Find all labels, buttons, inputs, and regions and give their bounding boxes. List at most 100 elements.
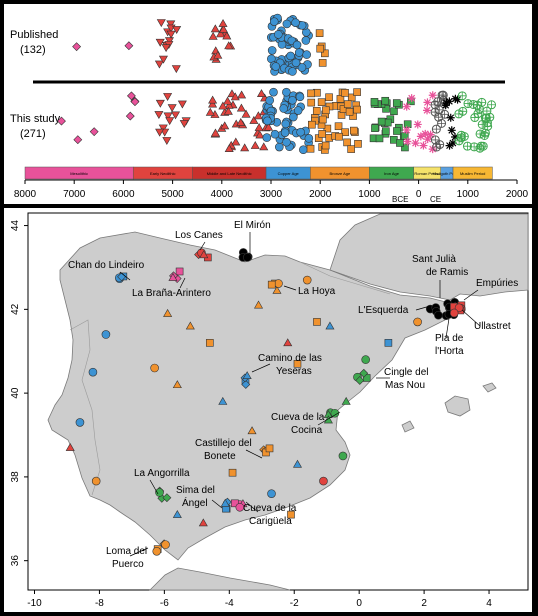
timeline-point-published xyxy=(172,26,182,35)
timeline-point-study xyxy=(403,120,412,129)
timeline-point-study xyxy=(411,139,420,148)
timeline-point-published xyxy=(302,50,311,59)
map-site-marker xyxy=(330,408,340,418)
timeline-point-published xyxy=(213,50,223,59)
timeline-point-study xyxy=(250,141,260,149)
timeline-point-study xyxy=(296,127,305,137)
map-site-marker xyxy=(292,459,302,468)
period-label: Early Neolithic xyxy=(150,171,176,176)
timeline-point-study xyxy=(393,127,401,135)
timeline-point-study xyxy=(240,143,250,152)
timeline-point-study xyxy=(163,93,173,101)
site-label: La Hoya xyxy=(298,286,336,297)
timeline-point-study xyxy=(375,134,384,143)
map-site-marker xyxy=(162,493,172,503)
timeline-tick-label: 1000 xyxy=(457,189,480,200)
timeline-tick-label: 1000 xyxy=(358,189,381,200)
timeline-point-published xyxy=(224,41,234,50)
timeline-point-study xyxy=(458,107,467,116)
map-site-marker xyxy=(163,308,173,317)
map-x-tick-label: -8 xyxy=(95,598,104,609)
timeline-point-study xyxy=(179,120,189,129)
timeline-point-study xyxy=(289,112,298,122)
row-label-this-study: This study xyxy=(10,113,61,125)
timeline-point-study xyxy=(345,107,354,116)
map-site-marker xyxy=(218,396,228,405)
map-site-marker xyxy=(241,380,251,389)
map-site-marker xyxy=(155,488,164,497)
timeline-point-study xyxy=(255,130,265,139)
site-label: Los Canes xyxy=(175,230,223,241)
timeline-point-published xyxy=(154,60,164,69)
timeline-point-study xyxy=(224,144,234,152)
timeline-point-published xyxy=(294,48,304,57)
timeline-point-published xyxy=(292,40,302,50)
timeline-point-study xyxy=(377,117,386,126)
timeline-point-study xyxy=(317,98,326,106)
site-label: Loma del xyxy=(106,546,147,557)
timeline-point-published xyxy=(218,19,228,27)
timeline-point-study xyxy=(231,137,241,146)
timeline-point-study xyxy=(218,101,228,110)
timeline-point-study xyxy=(256,89,266,97)
timeline-point-study xyxy=(419,141,428,150)
map-site-marker xyxy=(287,510,295,519)
timeline-point-study xyxy=(432,142,441,151)
timeline-point-study xyxy=(270,129,280,139)
map-site-marker xyxy=(313,318,321,326)
map-site-marker xyxy=(355,376,365,385)
map-site-marker xyxy=(228,468,237,477)
period-label: Roman Period xyxy=(414,171,440,176)
map-site-marker xyxy=(199,250,209,259)
site-label: Bonete xyxy=(204,451,236,462)
timeline-point-study xyxy=(341,89,349,97)
map-site-marker xyxy=(413,317,422,327)
timeline-point-study xyxy=(125,111,135,121)
timeline-tick-label: 8000 xyxy=(14,189,37,200)
timeline-point-study xyxy=(480,131,489,140)
map-site-marker xyxy=(161,540,170,549)
timeline-point-study xyxy=(264,122,274,131)
timeline-point-study xyxy=(280,128,290,137)
timeline-point-study xyxy=(205,107,215,116)
era-label-bce: BCE xyxy=(392,195,408,204)
map-y-tick-label: 44 xyxy=(10,220,21,232)
row-count-published: (132) xyxy=(20,44,46,56)
leader-line xyxy=(463,289,479,301)
map-y-tick-label: 42 xyxy=(10,303,21,315)
map-site-marker xyxy=(265,444,274,453)
timeline-point-study xyxy=(413,120,422,129)
timeline-point-study xyxy=(423,98,432,107)
timeline-point-study xyxy=(447,126,456,135)
timeline-point-study xyxy=(402,126,411,135)
timeline-point-study xyxy=(382,104,390,113)
timeline-point-study xyxy=(469,100,478,109)
period-label: Middle and Late Neolithic xyxy=(207,171,252,176)
timeline-point-published xyxy=(166,30,176,39)
site-label: Sima del xyxy=(176,485,215,496)
row-count-this-study: (271) xyxy=(20,128,46,140)
timeline-point-published xyxy=(124,41,134,51)
timeline-point-study xyxy=(304,134,314,143)
timeline-point-study xyxy=(478,120,487,129)
timeline-point-study xyxy=(335,132,343,141)
map-site-marker xyxy=(220,498,230,507)
map-site-marker xyxy=(267,489,276,498)
map-site-marker xyxy=(242,253,252,262)
timeline-point-study xyxy=(223,106,233,115)
timeline-point-published xyxy=(291,58,301,68)
timeline-point-study xyxy=(167,104,177,113)
timeline-point-study xyxy=(281,119,291,129)
timeline-point-study xyxy=(282,137,291,147)
timeline-point-study xyxy=(318,130,326,138)
borders xyxy=(69,261,391,496)
timeline-point-study xyxy=(434,113,443,122)
map-site-marker xyxy=(449,308,459,318)
map-site-marker xyxy=(272,285,282,294)
site-label: Ángel xyxy=(182,496,208,509)
timeline-point-published xyxy=(286,51,295,61)
timeline-point-published xyxy=(161,44,171,53)
timeline-tick-label: 6000 xyxy=(112,189,135,200)
timeline-point-study xyxy=(428,91,437,100)
timeline-point-published xyxy=(164,37,174,46)
